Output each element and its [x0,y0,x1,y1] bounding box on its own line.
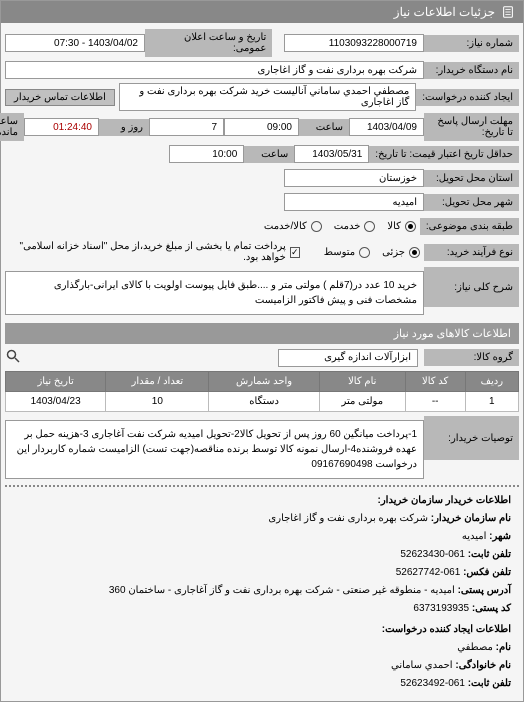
info-postal: 6373193935 [413,603,469,614]
search-icon[interactable] [5,348,21,367]
recommend-box: 1-پرداخت میانگین 60 روز پس از تحویل کالا… [5,420,424,479]
radio-icon [405,221,416,232]
deadline-time: 09:00 [224,118,299,136]
buyer-info-title: اطلاعات خریدار سازمان خریدار: [13,492,511,509]
info-phone-label: تلفن ثابت: [468,549,511,560]
creator-label: ایجاد کننده درخواست: [416,89,519,106]
deadline-date: 1403/04/09 [349,118,424,136]
col-date: تاریخ نیاز [6,372,106,392]
cell-code: -- [405,392,465,412]
creator-info-title: اطلاعات ایجاد کننده درخواست: [13,621,511,638]
need-no-label: شماره نیاز: [424,35,519,52]
info-fax: 061-52627742 [396,567,461,578]
cell-qty: 10 [106,392,209,412]
info-name: مصطفي [457,642,493,653]
radio-medium[interactable]: متوسط [324,247,370,258]
col-name: نام کالا [319,372,405,392]
deadline-label: مهلت ارسال پاسخ تا تاریخ: [424,113,519,141]
panel-header: جزئیات اطلاعات نیاز [1,1,523,23]
days-remaining: 7 [149,118,224,136]
main-container: جزئیات اطلاعات نیاز شماره نیاز: 11030932… [0,0,524,702]
group-value: ابزارآلات اندازه گیری [278,349,418,367]
info-family: احمدي ساماني [391,660,453,671]
recommend-label: توصیات خریدار: [424,416,519,460]
time-label-1: ساعت [299,119,349,136]
info-family-label: نام خانوادگی: [455,660,511,671]
cell-date: 1403/04/23 [6,392,106,412]
items-table: ردیف کد کالا نام کالا واحد شمارش تعداد /… [5,371,519,412]
subject-radio-group: کالا خدمت کالا/خدمت [260,219,420,234]
time-remaining: 01:24:40 [24,118,99,136]
form-body: شماره نیاز: 1103093228000719 تاریخ و ساع… [1,23,523,701]
info-city-label: شهر: [489,531,511,542]
col-code: کد کالا [405,372,465,392]
cell-unit: دستگاه [209,392,319,412]
table-row[interactable]: 1 -- مولتی متر دستگاه 10 1403/04/23 [6,392,519,412]
info-address: امیدیه - منطوقه غیر صنعتی - شرکت بهره بر… [109,585,455,596]
radio-kala-khedmat[interactable]: کالا/خدمت [264,221,322,232]
table-header-row: ردیف کد کالا نام کالا واحد شمارش تعداد /… [6,372,519,392]
info-phone: 061-52623430 [400,549,465,560]
radio-icon [364,221,375,232]
buy-type-label: نوع فرآیند خرید: [424,244,519,261]
radio-khedmat[interactable]: خدمت [334,221,376,232]
info-name-label: نام: [496,642,511,653]
radio-icon [409,247,420,258]
radio-partial[interactable]: جزئی [382,247,420,258]
city-value: امیدیه [284,193,424,211]
pub-date-label: تاریخ و ساعت اعلان عمومی: [145,29,272,57]
remaining-label: ساعت باقی مانده [0,113,24,141]
creator-value: مصطفي احمدي ساماني آنالیست خرید شرکت بهر… [119,83,416,111]
col-unit: واحد شمارش [209,372,319,392]
col-row-no: ردیف [465,372,518,392]
info-postal-label: کد پستی: [472,603,511,614]
cell-row-no: 1 [465,392,518,412]
document-icon [501,5,515,19]
description-box: خرید 10 عدد در(7قلم ) مولتی متر و ....طب… [5,271,424,315]
buyer-org-label: نام دستگاه خریدار: [424,62,519,79]
radio-kala[interactable]: کالا [387,221,416,232]
info-tel-label: تلفن ثابت: [468,678,511,689]
city-label: شهر محل تحویل: [424,194,519,211]
province-label: استان محل تحویل: [424,170,519,187]
time-label-2: ساعت [244,146,294,163]
buy-radio-group: جزئی متوسط پرداخت تمام یا بخشی از مبلغ خ… [5,239,424,265]
subject-type-label: طبقه بندی موضوعی: [420,218,519,235]
panel-title: جزئیات اطلاعات نیاز [394,5,495,19]
payment-check[interactable]: پرداخت تمام یا بخشی از مبلغ خرید،از محل … [9,241,300,263]
items-section-header: اطلاعات کالاهای مورد نیاز [5,323,519,344]
cell-name: مولتی متر [319,392,405,412]
info-city: امیدیه [462,531,487,542]
pub-date-value: 1403/04/02 - 07:30 [5,34,145,52]
checkbox-icon [290,247,300,258]
price-deadline-time: 10:00 [169,145,244,163]
radio-icon [359,247,370,258]
day-and-label: روز و [99,119,149,136]
info-fax-label: تلفن فکس: [463,567,511,578]
buyer-org-value: شرکت بهره برداری نفت و گاز اغاجاری [5,61,424,79]
info-org-label: نام سازمان خریدار: [431,513,511,524]
price-deadline-label: حداقل تاریخ اعتبار قیمت: تا تاریخ: [369,146,519,163]
info-org: شرکت بهره برداری نفت و گاز اغاجاری [268,513,428,524]
province-value: خوزستان [284,169,424,187]
radio-icon [311,221,322,232]
info-address-label: آدرس پستی: [458,585,511,596]
need-no-value: 1103093228000719 [284,34,424,52]
price-deadline-date: 1403/05/31 [294,145,369,163]
buyer-info-block: اطلاعات خریدار سازمان خریدار: نام سازمان… [5,485,519,697]
group-label: گروه کالا: [424,349,519,366]
info-tel: 061-52623492 [400,678,465,689]
desc-label: شرح کلی نیاز: [424,267,519,307]
col-qty: تعداد / مقدار [106,372,209,392]
contact-buyer-button[interactable]: اطلاعات تماس خریدار [5,89,115,106]
